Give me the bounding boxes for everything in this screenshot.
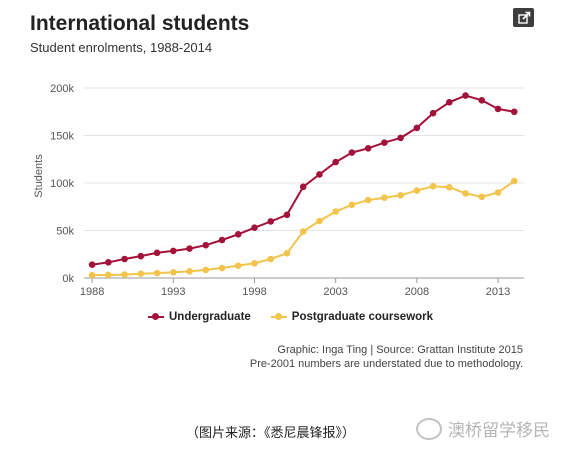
- legend-swatch-undergraduate: [148, 312, 164, 322]
- data-point-postgraduate: [348, 201, 356, 209]
- brand-name: 澳桥留学移民: [448, 421, 550, 440]
- data-point-postgraduate: [137, 270, 145, 278]
- data-point-postgraduate: [234, 262, 242, 269]
- legend-swatch-postgraduate: [270, 312, 287, 322]
- line-chart: 0k 50k 100k 150k 200k 1988 1993 1998 2003 2008 20…: [33, 83, 524, 298]
- data-point-postgraduate: [381, 194, 388, 202]
- data-point-postgraduate: [316, 217, 323, 225]
- share-icon[interactable]: [513, 8, 534, 27]
- x-tick-label: 1993: [161, 286, 185, 298]
- credit-line: Graphic: Inga Ting | Source: Grattan Ins…: [277, 344, 523, 356]
- data-point-undergraduate: [316, 171, 323, 178]
- credits: Graphic: Inga Ting | Source: Grattan Ins…: [250, 343, 523, 371]
- data-point-postgraduate: [446, 183, 453, 191]
- legend-item-postgraduate: Postgraduate coursework: [270, 311, 434, 323]
- data-point-undergraduate: [429, 109, 437, 117]
- series-line-postgraduate: [92, 180, 515, 277]
- legend-label-postgraduate: Postgraduate coursework: [291, 311, 434, 323]
- series-line-undergraduate: [91, 94, 515, 266]
- data-point-undergraduate: [186, 245, 193, 252]
- data-point-postgraduate: [429, 183, 437, 190]
- data-point-undergraduate: [153, 249, 161, 257]
- data-point-postgraduate: [202, 266, 210, 274]
- data-point-undergraduate: [397, 134, 404, 142]
- image-caption: （图片来源：《悉尼晨锋报》）: [186, 425, 356, 440]
- data-point-postgraduate: [397, 192, 404, 199]
- x-tick-label: 2008: [405, 286, 429, 298]
- data-point-undergraduate: [478, 97, 486, 104]
- data-point-undergraduate: [348, 149, 356, 156]
- y-tick-label: 150k: [50, 131, 74, 143]
- data-point-postgraduate: [169, 269, 177, 276]
- data-point-undergraduate: [510, 108, 518, 116]
- data-point-postgraduate: [494, 189, 502, 196]
- data-point-undergraduate: [105, 259, 112, 266]
- data-point-undergraduate: [413, 124, 421, 132]
- data-point-postgraduate: [267, 255, 275, 263]
- legend: Undergraduate Postgraduate coursework: [148, 311, 433, 323]
- data-point-postgraduate: [88, 271, 96, 279]
- gridlines: [84, 87, 524, 279]
- y-axis-label: Students: [33, 154, 45, 198]
- data-point-undergraduate: [251, 224, 258, 231]
- data-point-undergraduate: [462, 92, 469, 99]
- data-point-postgraduate: [332, 208, 339, 215]
- data-point-postgraduate: [218, 264, 226, 272]
- chart-title: International students: [30, 12, 250, 35]
- data-point-undergraduate: [137, 252, 145, 260]
- data-point-undergraduate: [332, 158, 339, 166]
- data-point-undergraduate: [364, 145, 372, 152]
- data-point-undergraduate: [381, 139, 388, 146]
- data-point-undergraduate: [234, 231, 242, 238]
- data-point-undergraduate: [202, 241, 210, 249]
- brand-watermark: 澳桥留学移民: [416, 416, 550, 441]
- y-tick-label: 200k: [50, 83, 74, 95]
- data-point-postgraduate: [413, 187, 421, 194]
- data-point-postgraduate: [510, 177, 518, 185]
- series-layer: [88, 92, 518, 279]
- methodology-note: Pre-2001 numbers are understated due to …: [249, 358, 523, 370]
- x-tick-label: 2013: [486, 286, 510, 298]
- legend-label-undergraduate: Undergraduate: [169, 311, 251, 323]
- y-axis: 0k 50k 100k 150k 200k: [50, 83, 74, 285]
- y-tick-label: 100k: [50, 178, 74, 190]
- data-point-undergraduate: [121, 255, 128, 263]
- x-tick-label: 1998: [242, 286, 266, 298]
- data-point-undergraduate: [494, 105, 502, 113]
- y-tick-label: 0k: [62, 273, 74, 285]
- data-point-postgraduate: [121, 271, 128, 278]
- wechat-icon: [416, 417, 442, 440]
- data-point-postgraduate: [364, 196, 372, 204]
- data-point-undergraduate: [88, 261, 96, 269]
- data-point-undergraduate: [218, 236, 226, 244]
- legend-item-undergraduate: Undergraduate: [148, 311, 251, 323]
- chart-subtitle: Student enrolments, 1988-2014: [30, 40, 213, 55]
- data-point-postgraduate: [299, 228, 307, 235]
- data-point-postgraduate: [462, 190, 469, 197]
- data-point-postgraduate: [478, 193, 486, 201]
- data-point-postgraduate: [251, 259, 258, 267]
- data-point-postgraduate: [186, 268, 193, 275]
- data-point-postgraduate: [153, 269, 161, 277]
- x-axis: 1988 1993 1998 2003 2008 2013: [80, 278, 510, 298]
- data-point-undergraduate: [169, 247, 177, 255]
- data-point-undergraduate: [267, 218, 275, 225]
- data-point-postgraduate: [105, 271, 112, 279]
- x-tick-label: 2003: [323, 286, 347, 298]
- data-point-postgraduate: [283, 250, 291, 257]
- y-tick-label: 50k: [56, 226, 74, 238]
- x-tick-label: 1988: [80, 286, 104, 298]
- data-point-undergraduate: [299, 183, 307, 191]
- data-point-undergraduate: [283, 211, 291, 219]
- data-point-undergraduate: [446, 98, 453, 106]
